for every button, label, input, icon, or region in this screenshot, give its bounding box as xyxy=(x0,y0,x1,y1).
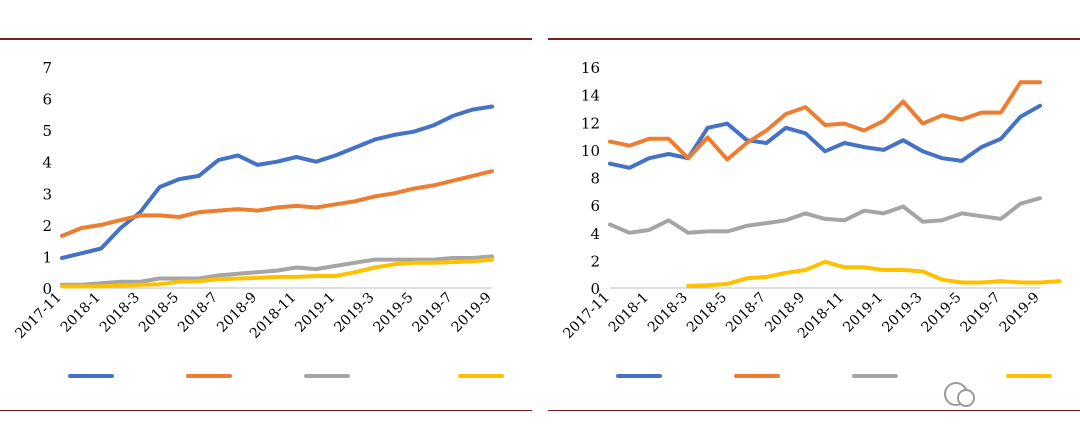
series-line-2 xyxy=(60,169,494,238)
source-divider xyxy=(548,410,1080,411)
x-tick-label: 2019-7 xyxy=(410,290,456,336)
series-line-4 xyxy=(686,259,1062,288)
y-tick-label: 5 xyxy=(42,122,52,140)
series-line-3 xyxy=(60,254,494,287)
source-divider xyxy=(0,410,532,411)
x-tick-label: 2019-1 xyxy=(292,290,338,336)
y-tick-label: 6 xyxy=(590,197,600,215)
y-tick-label: 4 xyxy=(590,225,600,243)
x-tick-label: 2018-1 xyxy=(58,290,104,336)
x-tick-label: 2019-5 xyxy=(370,290,416,336)
y-tick-label: 0 xyxy=(590,280,600,298)
y-tick-label: 10 xyxy=(581,142,600,160)
x-tick-label: 2019-9 xyxy=(997,290,1043,336)
x-tick-label: 2018-7 xyxy=(723,290,769,336)
x-tick-label: 2019-9 xyxy=(449,290,495,336)
y-tick-label: 12 xyxy=(581,114,600,132)
usage-time-line-chart: 02468101214162017-112018-12018-32018-520… xyxy=(560,59,1062,378)
y-tick-label: 0 xyxy=(42,280,52,298)
x-tick-label: 2019-7 xyxy=(958,290,1004,336)
series-line-4 xyxy=(60,257,494,289)
x-tick-label: 2019-5 xyxy=(918,290,964,336)
series-line-2 xyxy=(608,80,1042,162)
x-tick-label: 2017-11 xyxy=(12,290,64,342)
y-tick-label: 3 xyxy=(42,185,52,203)
chart-panel-mau: 0 1 2 3 4 5 6 7 2017-11 2018-1 2018-3 2018-5 2018-7 2… xyxy=(0,0,532,441)
y-tick-label: 14 xyxy=(581,87,600,105)
y-tick-label: 1 xyxy=(42,248,52,266)
y-tick-label: 2 xyxy=(590,252,600,270)
x-tick-label: 2018-3 xyxy=(97,290,143,336)
y-tick-label: 7 xyxy=(42,59,52,77)
x-tick-label: 2018-7 xyxy=(175,290,221,336)
y-tick-label: 4 xyxy=(42,154,52,172)
x-tick-label: 2018-5 xyxy=(684,290,730,336)
wechat-icon-bubble xyxy=(957,389,975,407)
y-tick-label: 16 xyxy=(581,59,600,77)
x-tick-label: 2019-1 xyxy=(840,290,886,336)
x-tick-label: 2018-1 xyxy=(606,290,652,336)
series-line-3 xyxy=(608,196,1042,235)
title-divider xyxy=(548,38,1080,40)
y-tick-label: 6 xyxy=(42,91,52,109)
watermark-logo xyxy=(944,382,975,407)
x-tick-label: 2018-5 xyxy=(136,290,182,336)
x-tick-label: 2017-11 xyxy=(560,290,612,342)
series-line-1 xyxy=(60,104,494,260)
chart-panel-usage-time: 0 2 4 6 8 10 12 14 16 2017-11 2018-1 2018-3 2018-5 20… xyxy=(548,0,1080,441)
series-line-1 xyxy=(608,103,1042,170)
title-divider xyxy=(0,38,532,40)
y-tick-label: 8 xyxy=(590,170,600,188)
x-tick-label: 2019-3 xyxy=(331,290,377,336)
x-tick-label: 2019-3 xyxy=(879,290,925,336)
x-tick-label: 2018-3 xyxy=(645,290,691,336)
y-tick-label: 2 xyxy=(42,217,52,235)
